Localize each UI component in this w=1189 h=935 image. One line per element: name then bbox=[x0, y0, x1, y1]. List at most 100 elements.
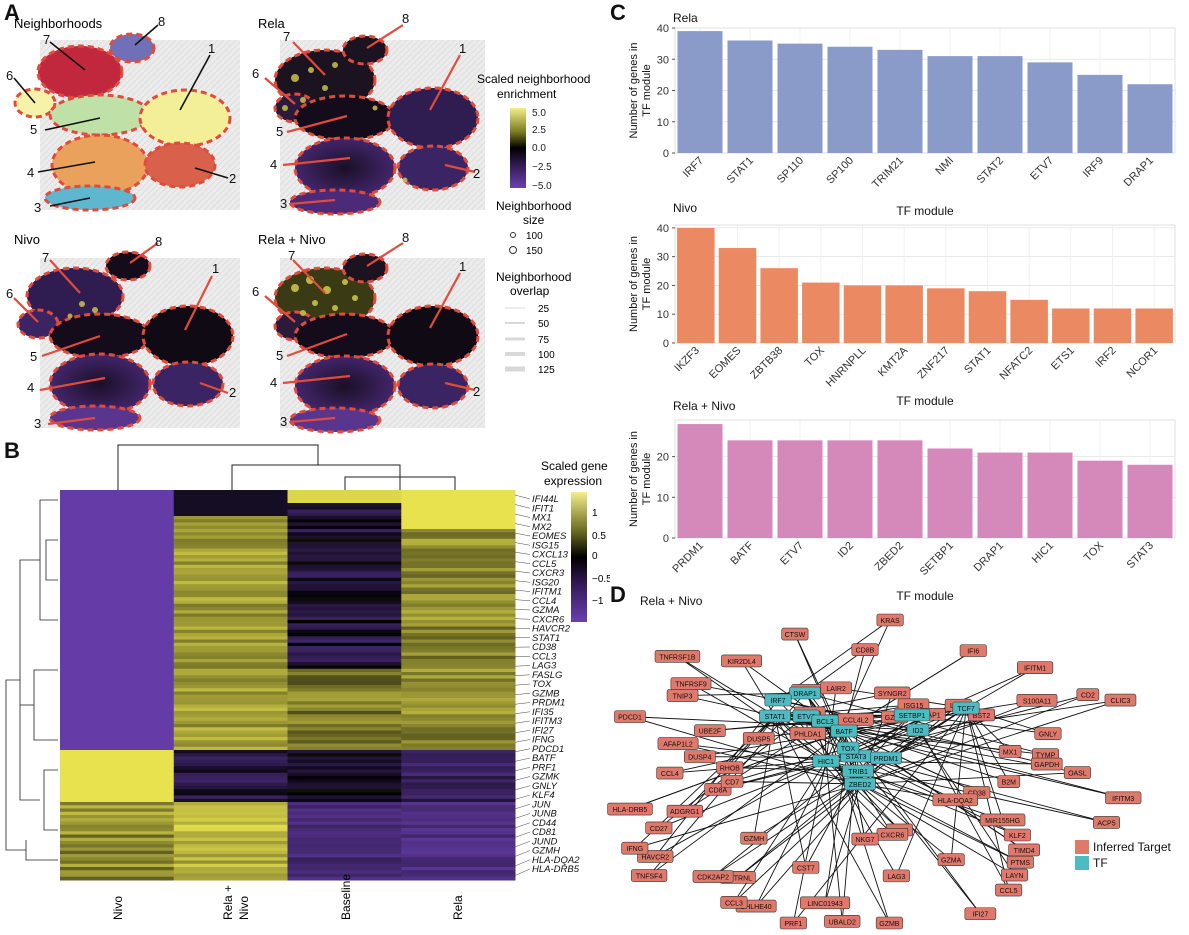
heatmap-cell bbox=[401, 574, 516, 579]
umap-title-rela: Rela bbox=[258, 16, 286, 31]
legend-swatch bbox=[1075, 840, 1089, 854]
node-box bbox=[851, 832, 879, 846]
heatmap-cell bbox=[60, 561, 175, 566]
node-label: OASL bbox=[1068, 771, 1087, 778]
heatmap-cell bbox=[60, 740, 175, 744]
region-label-4: 4 bbox=[27, 165, 34, 180]
heatmap-cell bbox=[60, 772, 175, 777]
heatmap-cell bbox=[287, 597, 402, 601]
node-label: PRF1 bbox=[784, 921, 802, 928]
heatmap-cell bbox=[173, 558, 288, 562]
heatmap-cell bbox=[287, 662, 402, 666]
network-node: PTMS bbox=[1006, 855, 1034, 869]
node-box bbox=[1016, 693, 1058, 707]
network-node: TNIP3 bbox=[666, 689, 699, 702]
heatmap-cell bbox=[60, 545, 175, 549]
heatmap-cell bbox=[60, 828, 175, 832]
x-tick-label: SP110 bbox=[775, 155, 806, 186]
heatmap-cell bbox=[287, 529, 402, 533]
node-box bbox=[1016, 661, 1054, 674]
heatmap-cell bbox=[173, 499, 288, 504]
gene-label: IFITM3 bbox=[532, 716, 563, 727]
heatmap-cell bbox=[60, 870, 175, 874]
umap-title-neighborhoods: Neighborhoods bbox=[14, 16, 103, 31]
heatmap-cell bbox=[401, 538, 516, 543]
heatmap-cell bbox=[287, 870, 402, 874]
bar-SP110 bbox=[777, 43, 823, 153]
network-node: CCL4L2 bbox=[837, 713, 874, 726]
heatmap-cell bbox=[60, 499, 175, 504]
node-label: BATF bbox=[835, 729, 852, 736]
heatmap-cell bbox=[173, 847, 288, 852]
network-node: IFNG bbox=[621, 841, 649, 855]
node-box bbox=[621, 841, 649, 855]
heatmap-cell bbox=[287, 841, 402, 845]
region-label-3-rn: 3 bbox=[280, 414, 287, 429]
heatmap-cell bbox=[287, 672, 402, 676]
region-label-7-rn: 7 bbox=[288, 248, 295, 263]
heatmap-cell bbox=[401, 577, 516, 582]
node-box bbox=[1006, 855, 1034, 869]
heatmap-cell bbox=[173, 525, 288, 530]
gene-tick bbox=[514, 683, 531, 686]
heatmap-cell bbox=[401, 811, 516, 816]
gene-tick bbox=[514, 720, 531, 724]
heatmap-cell bbox=[401, 841, 516, 845]
heatmap-cell bbox=[287, 681, 402, 686]
heatmap-cell bbox=[401, 685, 516, 689]
x-tick-label: IRF2 bbox=[1093, 345, 1118, 370]
gene-label: CXCR3 bbox=[532, 568, 565, 579]
heatmap-cell bbox=[287, 834, 402, 839]
heatmap-cell bbox=[173, 779, 288, 783]
heatmap-cell bbox=[60, 610, 175, 614]
heatmap-cell bbox=[173, 737, 288, 741]
heatmap-cell bbox=[401, 522, 516, 527]
heatmap-cell bbox=[287, 594, 402, 598]
gene-label: HLA-DQA2 bbox=[532, 855, 580, 866]
heatmap-cell bbox=[401, 772, 516, 777]
network-node: DUSP4 bbox=[684, 750, 716, 763]
network-node: HIC1 bbox=[812, 754, 840, 768]
node-box bbox=[781, 627, 809, 641]
x-axis-label: TF module bbox=[896, 589, 954, 600]
network-node: TIMD4 bbox=[1008, 843, 1040, 857]
gene-tick bbox=[514, 831, 531, 838]
node-label: CD2 bbox=[1081, 693, 1095, 700]
network-node: NKG7 bbox=[851, 832, 879, 846]
node-label: CCL4 bbox=[661, 771, 679, 778]
gene-tick bbox=[514, 767, 531, 772]
heatmap-cell bbox=[287, 769, 402, 774]
heatmap-cell bbox=[401, 490, 516, 494]
gene-label: CXCL13 bbox=[532, 550, 569, 561]
gene-label: JUNB bbox=[531, 809, 557, 820]
node-label: IRF7 bbox=[770, 698, 785, 705]
heatmap-cell bbox=[287, 519, 402, 523]
gene-label: MX2 bbox=[532, 522, 552, 533]
node-label: TNFRSF1B bbox=[659, 654, 696, 661]
heatmap-cell bbox=[287, 863, 402, 868]
y-tick-label: 20 bbox=[657, 280, 669, 292]
heatmap-cell bbox=[287, 665, 402, 670]
umap-neighborhoods bbox=[13, 24, 240, 212]
bar-SETBP1 bbox=[927, 448, 973, 538]
node-label: UBALD2 bbox=[829, 919, 856, 926]
gene-label: IFITM1 bbox=[532, 587, 562, 598]
heatmap-cell bbox=[60, 678, 175, 683]
heatmap-cell bbox=[287, 587, 402, 592]
heatmap-cell bbox=[173, 548, 288, 553]
node-label: TCF7 bbox=[957, 706, 975, 713]
network-node: CCL5 bbox=[995, 883, 1023, 897]
node-box bbox=[716, 761, 744, 774]
gene-label: PDCD1 bbox=[532, 744, 564, 755]
heatmap-cell bbox=[401, 678, 516, 683]
heatmap-cell bbox=[60, 776, 175, 780]
heatmap-cell bbox=[401, 847, 516, 852]
svg-text:size: size bbox=[523, 213, 545, 227]
heatmap-cell bbox=[287, 854, 402, 858]
heatmap-cell bbox=[173, 863, 288, 868]
heatmap-cell bbox=[401, 863, 516, 868]
umap-rela-nivo bbox=[264, 242, 485, 434]
bar-STAT3 bbox=[1127, 464, 1173, 538]
heatmap-cell bbox=[287, 616, 402, 621]
node-label: RHOB bbox=[720, 766, 741, 773]
